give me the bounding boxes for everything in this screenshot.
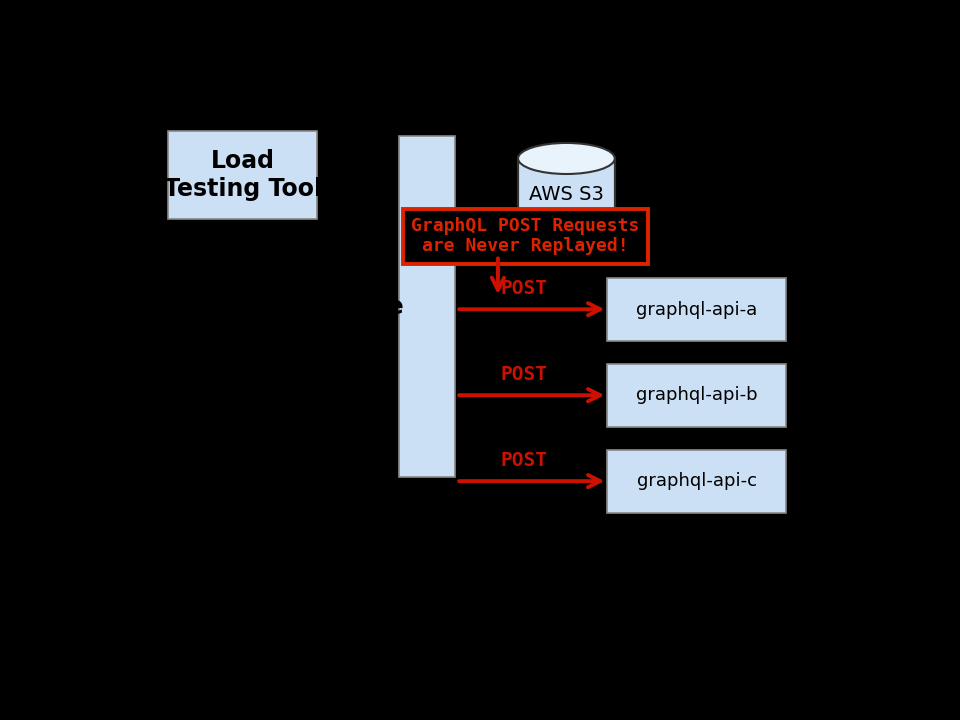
Text: graphql-api-a: graphql-api-a xyxy=(636,300,757,318)
Ellipse shape xyxy=(518,143,614,174)
FancyBboxPatch shape xyxy=(608,278,786,341)
Text: AWS S3: AWS S3 xyxy=(529,185,604,204)
Text: graphql-api-c: graphql-api-c xyxy=(636,472,756,490)
FancyBboxPatch shape xyxy=(168,131,317,220)
Text: POST: POST xyxy=(500,451,547,470)
Ellipse shape xyxy=(518,215,614,246)
Bar xyxy=(518,158,614,230)
FancyBboxPatch shape xyxy=(608,364,786,428)
Text: Edge: Edge xyxy=(334,294,404,319)
Text: POST: POST xyxy=(500,279,547,298)
Text: POST: POST xyxy=(500,365,547,384)
FancyBboxPatch shape xyxy=(399,136,455,477)
Text: graphql-api-b: graphql-api-b xyxy=(636,387,757,405)
FancyBboxPatch shape xyxy=(608,449,786,513)
Text: GraphQL POST Requests
are Never Replayed!: GraphQL POST Requests are Never Replayed… xyxy=(411,217,639,256)
Text: Load
Testing Tool: Load Testing Tool xyxy=(164,149,322,201)
